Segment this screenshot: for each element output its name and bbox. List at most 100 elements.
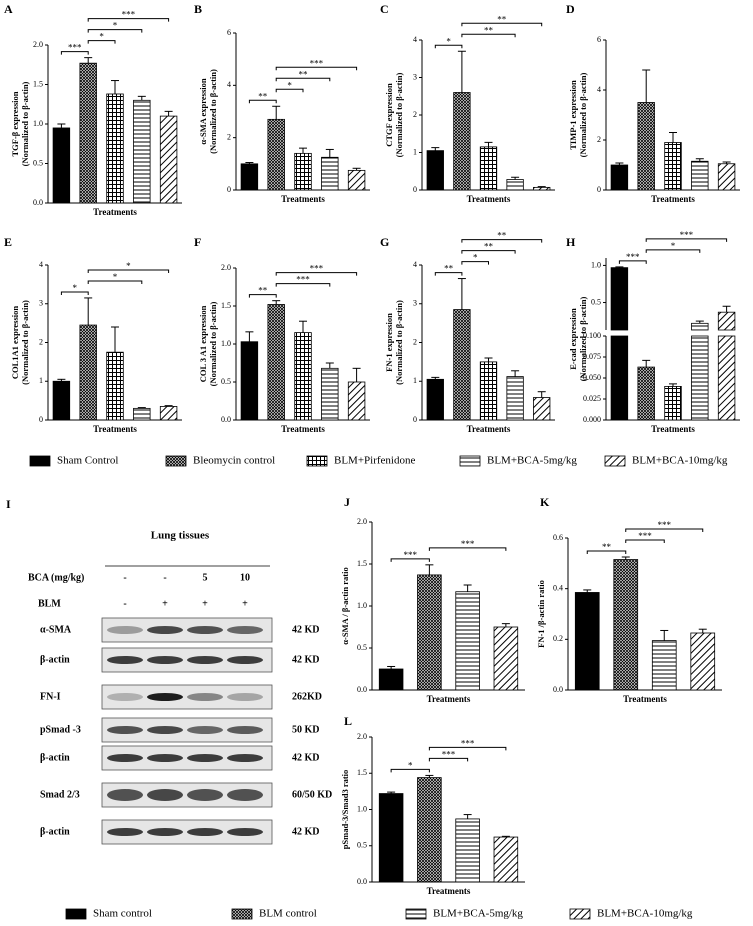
- significance-label: **: [444, 264, 454, 274]
- blot-title: Lung tissues: [151, 530, 210, 542]
- y-tick-label: 0: [597, 185, 601, 194]
- y-tick-label: 0: [39, 415, 43, 424]
- legend-swatch: [231, 908, 253, 920]
- significance-label: ***: [626, 252, 640, 262]
- legend-label: BLM+BCA-10mg/kg: [597, 908, 693, 920]
- bar: [717, 335, 736, 421]
- y-tick-label: 1: [413, 147, 417, 156]
- significance-label: ***: [122, 10, 136, 20]
- y-tick-label: 2: [413, 337, 417, 346]
- bar: [493, 836, 519, 883]
- significance-bracket: [434, 44, 463, 49]
- bar: [79, 324, 97, 421]
- y-tick-label: 4: [39, 260, 43, 269]
- blot-band: [107, 754, 143, 762]
- blot-band: [147, 693, 183, 701]
- legend-swatch: [459, 455, 481, 467]
- blot-size-label: 42 KD: [292, 826, 320, 837]
- significance-label: **: [602, 542, 612, 552]
- bar: [294, 152, 312, 191]
- y-tick-label: 1.0: [357, 601, 367, 610]
- blot-band: [187, 828, 223, 836]
- panel-label: A: [4, 2, 13, 16]
- bar: [426, 150, 444, 191]
- bar: [159, 115, 178, 204]
- blot-band: [187, 626, 223, 634]
- condition-value: +: [242, 598, 248, 609]
- significance-label: *: [113, 21, 118, 31]
- y-tick-label: 0.100: [583, 331, 601, 340]
- bar: [610, 164, 629, 191]
- y-tick-label: 0.050: [583, 373, 601, 382]
- blot-band: [227, 626, 263, 634]
- y-axis-label: TIMP-1 expression: [568, 80, 578, 150]
- condition-value: +: [202, 598, 208, 609]
- blot-band: [227, 656, 263, 664]
- blot-row-label: β-actin: [40, 654, 70, 665]
- significance-bracket: [87, 269, 170, 273]
- y-axis-label: α-SMA expression: [198, 78, 208, 144]
- bar: [240, 341, 259, 421]
- y-tick-label: 2: [227, 132, 231, 141]
- bar: [321, 156, 339, 191]
- blot-band: [227, 693, 263, 701]
- y-axis-label: COL 3 A1 expression: [198, 305, 208, 382]
- bar: [267, 118, 285, 191]
- significance-bracket: [60, 291, 89, 295]
- y-tick-label: 0.5: [33, 158, 43, 167]
- panel-label: F: [194, 235, 201, 249]
- y-axis-label: FN-1 /β-actin ratio: [536, 580, 546, 648]
- bar: [533, 186, 551, 191]
- bar: [378, 668, 404, 691]
- significance-label: *: [126, 261, 131, 271]
- bar: [347, 169, 366, 191]
- bar: [267, 304, 285, 421]
- y-tick-label: 0.0: [221, 415, 231, 424]
- bar: [294, 332, 312, 421]
- legend-swatch: [604, 455, 626, 467]
- bar: [426, 378, 444, 421]
- blot-band: [147, 626, 183, 634]
- bar: [455, 591, 480, 691]
- y-axis-label: (Normalized to β-actin): [20, 300, 30, 385]
- legend-swatch: [306, 455, 328, 467]
- significance-bracket: [461, 261, 489, 265]
- condition-value: -: [163, 572, 166, 583]
- significance-label: ***: [680, 230, 694, 240]
- bar: [453, 309, 471, 421]
- y-tick-label: 3: [39, 299, 43, 308]
- panel-label: I: [6, 497, 11, 511]
- y-tick-label: 0.2: [553, 634, 563, 643]
- legend-swatch: [165, 455, 187, 467]
- y-tick-label: 0.0: [357, 685, 367, 694]
- significance-bracket: [275, 77, 331, 82]
- legend-swatch: [405, 908, 427, 920]
- blot-band: [107, 789, 143, 801]
- y-tick-label: 1: [39, 376, 43, 385]
- blot-row-label: pSmad -3: [40, 724, 81, 735]
- significance-bracket: [461, 250, 516, 254]
- y-tick-label: 1.5: [33, 79, 43, 88]
- bar: [455, 818, 480, 883]
- significance-bracket: [390, 558, 430, 562]
- bar: [133, 99, 151, 204]
- y-tick-label: 0: [227, 185, 231, 194]
- significance-bracket: [618, 260, 647, 264]
- bar: [637, 102, 655, 191]
- y-axis-label: (Normalized to β-actin): [578, 296, 588, 381]
- bar: [717, 311, 736, 331]
- blot-band: [147, 656, 183, 664]
- blot-band: [187, 789, 223, 801]
- significance-label: **: [484, 25, 494, 35]
- y-tick-label: 0: [413, 185, 417, 194]
- y-tick-label: 0.5: [591, 297, 601, 306]
- bar: [479, 146, 498, 191]
- x-axis-label: Treatments: [467, 424, 511, 434]
- significance-bracket: [625, 539, 665, 543]
- significance-bracket: [87, 40, 116, 44]
- x-axis-label: Treatments: [427, 886, 471, 896]
- blot-size-label: 42 KD: [292, 752, 320, 763]
- significance-bracket: [461, 239, 543, 243]
- y-tick-label: 0.075: [583, 352, 601, 361]
